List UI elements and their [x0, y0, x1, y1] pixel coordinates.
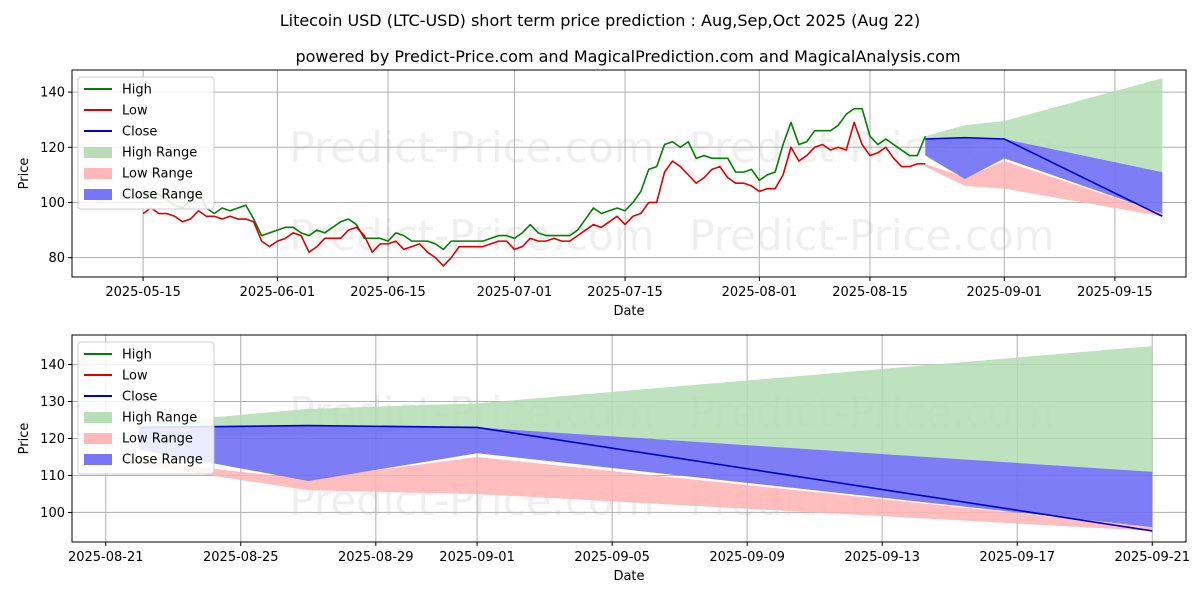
y-axis-label: Price — [17, 158, 32, 190]
high-range-band — [139, 346, 1153, 472]
x-tick-label: 2025-09-05 — [574, 550, 650, 565]
x-tick-label: 2025-08-29 — [338, 550, 414, 565]
x-tick-label: 2025-07-15 — [587, 285, 663, 300]
plot-frame — [71, 69, 1187, 278]
y-tick-label: 100 — [40, 196, 65, 211]
x-axis-label: Date — [613, 304, 644, 319]
watermark-text: Predict-Price.com — [689, 211, 1054, 260]
x-tick-label: 2025-05-15 — [105, 285, 181, 300]
y-tick-label: 140 — [40, 86, 65, 101]
high-range-band — [925, 78, 1163, 173]
legend-swatch-high-range — [84, 412, 112, 423]
close-series-line — [925, 136, 1163, 217]
high-series-line — [142, 107, 927, 251]
legend-entry-low-range: Low Range — [122, 167, 193, 182]
top-panel: Predict-Price.com Predict-Price.comPredic… — [17, 69, 1187, 319]
x-tick-label: 2025-09-17 — [979, 550, 1055, 565]
y-tick-label: 130 — [40, 395, 65, 410]
chart-subtitle: powered by Predict-Price.com and Magical… — [295, 47, 960, 66]
x-tick-label: 2025-08-25 — [203, 550, 279, 565]
x-tick-label: 2025-07-01 — [477, 285, 553, 300]
close-range-band — [139, 425, 1153, 528]
legend: High Low Close High Range Low Range Close Ran… — [77, 341, 215, 475]
watermark-text: Predict-Price.com — [289, 211, 654, 260]
low-range-band — [925, 161, 1163, 217]
legend-entry-low: Low — [122, 369, 148, 384]
legend-entry-close: Close — [122, 125, 157, 140]
legend-entry-low-range: Low Range — [122, 432, 193, 447]
plot-area — [139, 346, 1153, 532]
y-axis-label: Price — [17, 423, 32, 455]
legend-swatch-close-range — [84, 454, 112, 465]
x-tick-label: 2025-09-13 — [844, 550, 920, 565]
close-series-line — [139, 424, 1153, 532]
legend-entry-high: High — [122, 348, 152, 363]
x-tick-label: 2025-09-15 — [1077, 285, 1153, 300]
x-tick-label: 2025-09-21 — [1114, 550, 1190, 565]
x-tick-label: 2025-08-21 — [68, 550, 144, 565]
plot-area — [142, 78, 1163, 267]
x-tick-label: 2025-09-01 — [967, 285, 1043, 300]
x-tick-label: 2025-08-01 — [722, 285, 798, 300]
legend-entry-high-range: High Range — [122, 411, 197, 426]
low-range-band — [139, 456, 1153, 531]
y-tick-label: 120 — [40, 141, 65, 156]
low-series-line — [142, 121, 926, 267]
x-tick-label: 2025-08-15 — [832, 285, 908, 300]
legend-entry-close: Close — [122, 390, 157, 405]
legend-swatch-close-range — [84, 189, 112, 200]
legend-swatch-high-range — [84, 147, 112, 158]
x-tick-label: 2025-09-01 — [439, 550, 515, 565]
legend-swatch-low-range — [84, 433, 112, 444]
y-tick-label: 110 — [40, 469, 65, 484]
x-tick-label: 2025-09-09 — [709, 550, 785, 565]
y-tick-label: 100 — [40, 506, 65, 521]
x-axis-label: Date — [613, 569, 644, 584]
x-tick-label: 2025-06-01 — [240, 285, 316, 300]
legend-entry-high-range: High Range — [122, 146, 197, 161]
legend-entry-high: High — [122, 83, 152, 98]
legend-entry-low: Low — [122, 104, 148, 119]
y-tick-label: 120 — [40, 432, 65, 447]
bottom-panel: Predict-Price.comPredict-Price.comPredic… — [17, 334, 1190, 584]
legend-swatch-low-range — [84, 168, 112, 179]
x-tick-label: 2025-06-15 — [350, 285, 426, 300]
legend-entry-close-range: Close Range — [122, 453, 203, 468]
chart-title: Litecoin USD (LTC-USD) short term price … — [280, 11, 921, 30]
legend: High Low Close High Range Low Range Close Ran… — [77, 76, 215, 210]
close-range-band — [925, 137, 1163, 214]
legend-entry-close-range: Close Range — [122, 188, 203, 203]
y-tick-label: 80 — [48, 251, 65, 266]
y-tick-label: 140 — [40, 358, 65, 373]
